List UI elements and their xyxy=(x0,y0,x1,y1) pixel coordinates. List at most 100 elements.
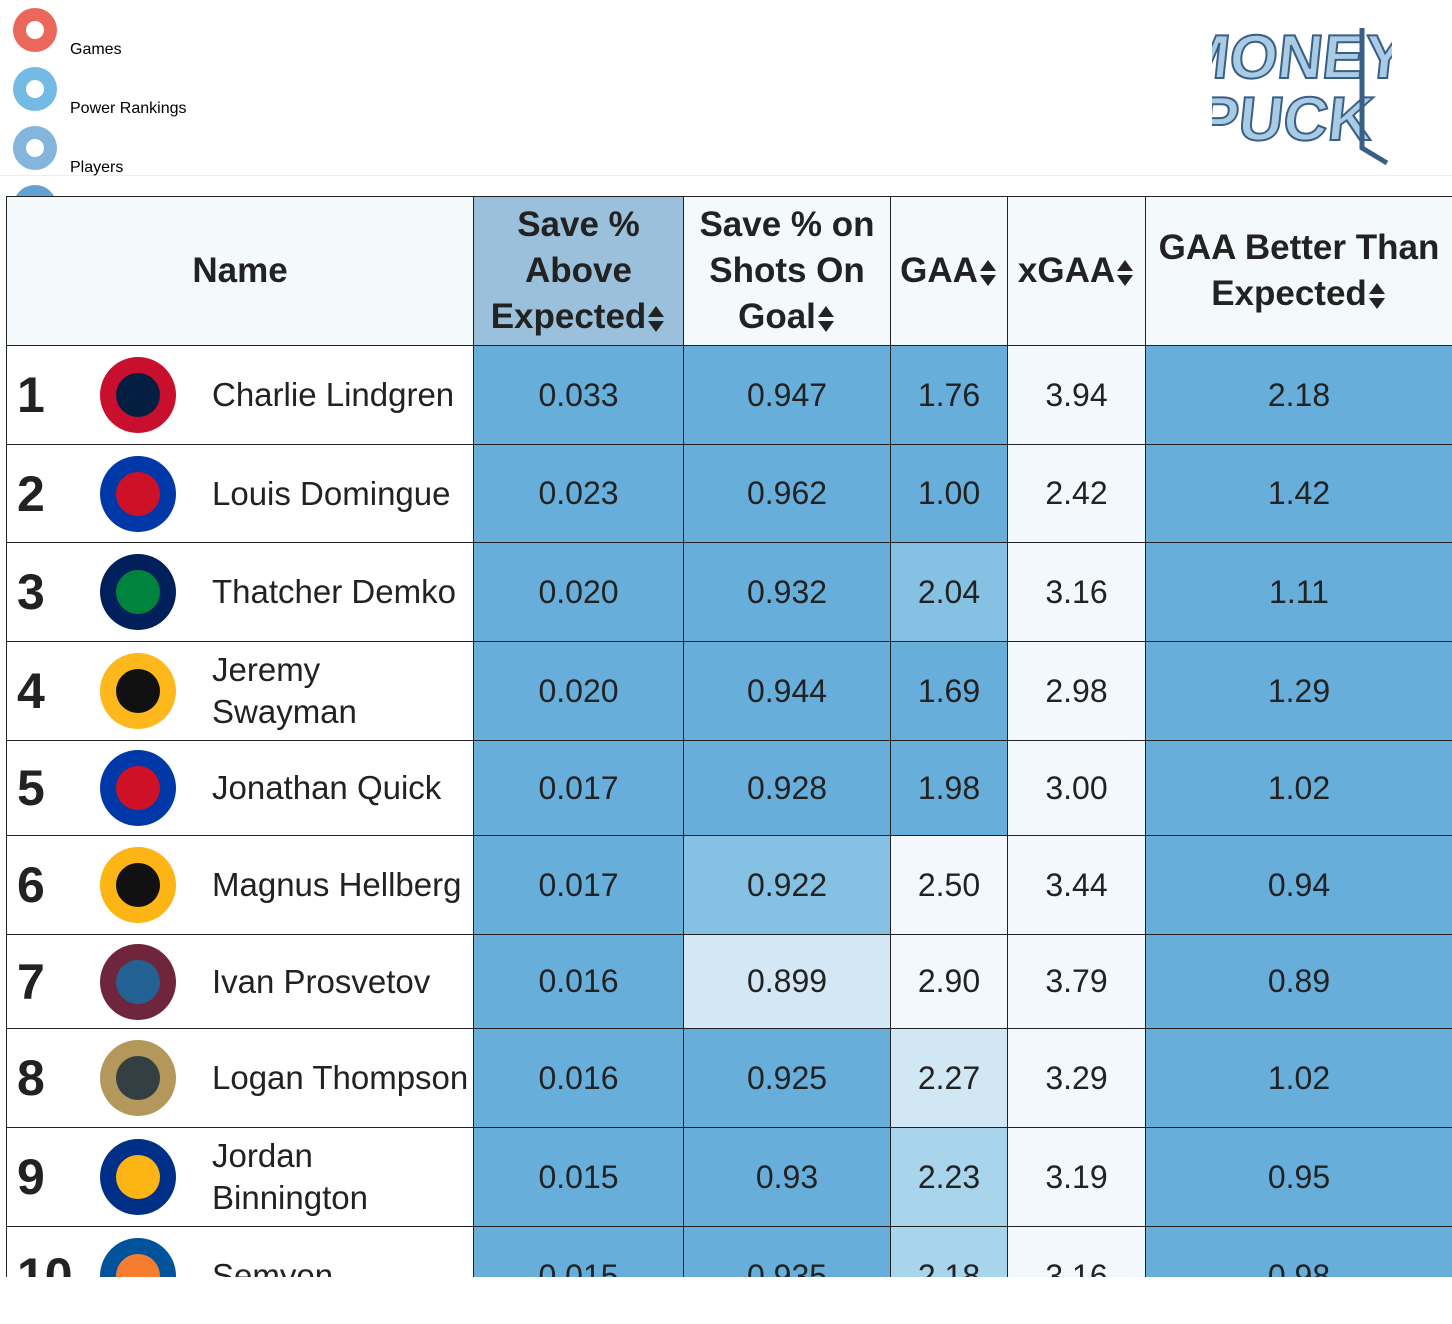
stat-cell: 0.962 xyxy=(683,444,891,543)
logo-shape xyxy=(116,373,160,417)
logo-text: PUCK xyxy=(1212,85,1377,154)
rank: 7 xyxy=(17,953,45,1010)
header-label: GAA xyxy=(900,251,978,290)
logo-shape xyxy=(116,669,160,713)
stat-cell: 3.29 xyxy=(1007,1028,1146,1128)
table-row: 1 Charlie Lindgren 0.033 0.947 1.76 3.94 2.18 xyxy=(6,345,1452,445)
stat-cell: 2.18 xyxy=(1145,345,1452,445)
player-name[interactable]: Thatcher Demko xyxy=(212,573,456,610)
team-logo xyxy=(100,554,176,630)
sort-arrows xyxy=(1368,282,1385,309)
logo-text: MONEY xyxy=(1212,23,1392,92)
player-name[interactable]: Jeremy Swayman xyxy=(212,651,357,730)
player-name[interactable]: Louis Domingue xyxy=(212,474,451,512)
stat-cell: 3.00 xyxy=(1007,740,1146,836)
rank: 10 xyxy=(17,1248,73,1277)
header-label: GAA Better Than Expected xyxy=(1158,228,1440,313)
stat-cell: 3.94 xyxy=(1007,345,1146,445)
name-cell: 1 Charlie Lindgren xyxy=(6,345,474,445)
team-logo xyxy=(100,653,176,729)
stat-cell: 0.017 xyxy=(473,740,684,836)
column-header[interactable]: GAA xyxy=(890,196,1008,346)
rank: 6 xyxy=(17,857,45,913)
sort-icon xyxy=(648,305,665,332)
logo-shape xyxy=(116,1056,160,1100)
stat-cell: 0.932 xyxy=(683,542,891,642)
rank: 3 xyxy=(17,564,45,620)
nav-icon xyxy=(13,126,57,170)
logo-shape xyxy=(116,471,160,516)
rank: 5 xyxy=(17,760,45,816)
nav-link[interactable]: Games xyxy=(0,0,1452,59)
sort-arrows xyxy=(979,259,996,286)
nav-label: Games xyxy=(70,41,122,58)
team-logo xyxy=(100,847,176,923)
player-name[interactable]: Magnus Hellberg xyxy=(212,866,462,903)
rank: 9 xyxy=(17,1149,45,1205)
name-cell: 3 Thatcher Demko xyxy=(6,542,474,642)
header-label: Name xyxy=(192,251,288,290)
column-header[interactable]: xGAA xyxy=(1007,196,1146,346)
stat-cell: 3.79 xyxy=(1007,934,1146,1029)
stat-cell: 0.93 xyxy=(683,1127,891,1227)
player-name[interactable]: Semyon xyxy=(212,1257,334,1277)
player-name[interactable]: Logan Thompson xyxy=(212,1059,469,1096)
nav-link[interactable]: Power Rankings xyxy=(0,59,1452,118)
stat-cell: 1.76 xyxy=(890,345,1008,445)
nav-link[interactable]: Players xyxy=(0,118,1452,177)
name-cell: 2 Louis Domingue xyxy=(6,444,474,543)
site-logo[interactable]: MONEY PUCK xyxy=(1212,8,1392,168)
stat-cell: 0.94 xyxy=(1145,835,1452,935)
sort-icon xyxy=(817,305,834,332)
team-logo xyxy=(100,1040,176,1116)
nav-label: Power Rankings xyxy=(70,100,187,117)
team-logo xyxy=(100,357,176,433)
stat-cell: 2.50 xyxy=(890,835,1008,935)
stat-cell: 0.928 xyxy=(683,740,891,836)
column-header[interactable]: Save % Above Expected xyxy=(473,196,684,346)
icon-shape xyxy=(26,80,44,98)
stat-cell: 0.935 xyxy=(683,1226,891,1277)
name-cell: 4 Jeremy Swayman xyxy=(6,641,474,741)
column-header[interactable]: Save % on Shots On Goal xyxy=(683,196,891,346)
stat-cell: 1.69 xyxy=(890,641,1008,741)
logo-shape xyxy=(116,570,160,614)
stat-cell: 3.44 xyxy=(1007,835,1146,935)
player-name[interactable]: Jonathan Quick xyxy=(212,769,442,806)
nav-icon xyxy=(13,8,57,52)
table-row: 5 Jonathan Quick 0.017 0.928 1.98 3.00 1.02 xyxy=(6,740,1452,836)
logo-shape xyxy=(116,766,160,810)
icon-shape xyxy=(26,139,44,157)
table-row: 10 Semyon 0.015 0.935 2.18 3.16 0.98 xyxy=(6,1226,1452,1277)
stat-cell: 2.98 xyxy=(1007,641,1146,741)
rank: 8 xyxy=(17,1050,45,1106)
goalie-table: Name Save % Above Expected Save % on Shots… xyxy=(6,196,1452,1277)
stat-cell: 1.00 xyxy=(890,444,1008,543)
player-name[interactable]: Jordan Binnington xyxy=(212,1137,368,1216)
icon-shape xyxy=(26,21,44,39)
stat-cell: 1.02 xyxy=(1145,1028,1452,1128)
stat-cell: 0.020 xyxy=(473,641,684,741)
column-header[interactable]: GAA Better Than Expected xyxy=(1145,196,1452,346)
table-row: 9 Jordan Binnington 0.015 0.93 2.23 3.19 0.95 xyxy=(6,1127,1452,1227)
table-row: 4 Jeremy Swayman 0.020 0.944 1.69 2.98 1.29 xyxy=(6,641,1452,741)
name-cell: 5 Jonathan Quick xyxy=(6,740,474,836)
rank: 1 xyxy=(17,367,45,423)
team-logo xyxy=(100,455,176,532)
name-cell: 9 Jordan Binnington xyxy=(6,1127,474,1227)
stat-cell: 2.42 xyxy=(1007,444,1146,543)
stat-cell: 0.015 xyxy=(473,1127,684,1227)
player-name[interactable]: Charlie Lindgren xyxy=(212,376,455,413)
stat-cell: 3.16 xyxy=(1007,1226,1146,1277)
team-logo xyxy=(100,1139,176,1215)
stat-cell: 2.04 xyxy=(890,542,1008,642)
rank: 4 xyxy=(17,663,45,719)
table-row: 3 Thatcher Demko 0.020 0.932 2.04 3.16 1.11 xyxy=(6,542,1452,642)
sort-arrows xyxy=(648,305,665,332)
rank: 2 xyxy=(17,465,45,522)
team-logo xyxy=(100,1238,176,1277)
logo-shape xyxy=(116,1155,160,1199)
sort-icon xyxy=(979,259,996,286)
player-name[interactable]: Ivan Prosvetov xyxy=(212,962,431,1000)
stat-cell: 0.944 xyxy=(683,641,891,741)
